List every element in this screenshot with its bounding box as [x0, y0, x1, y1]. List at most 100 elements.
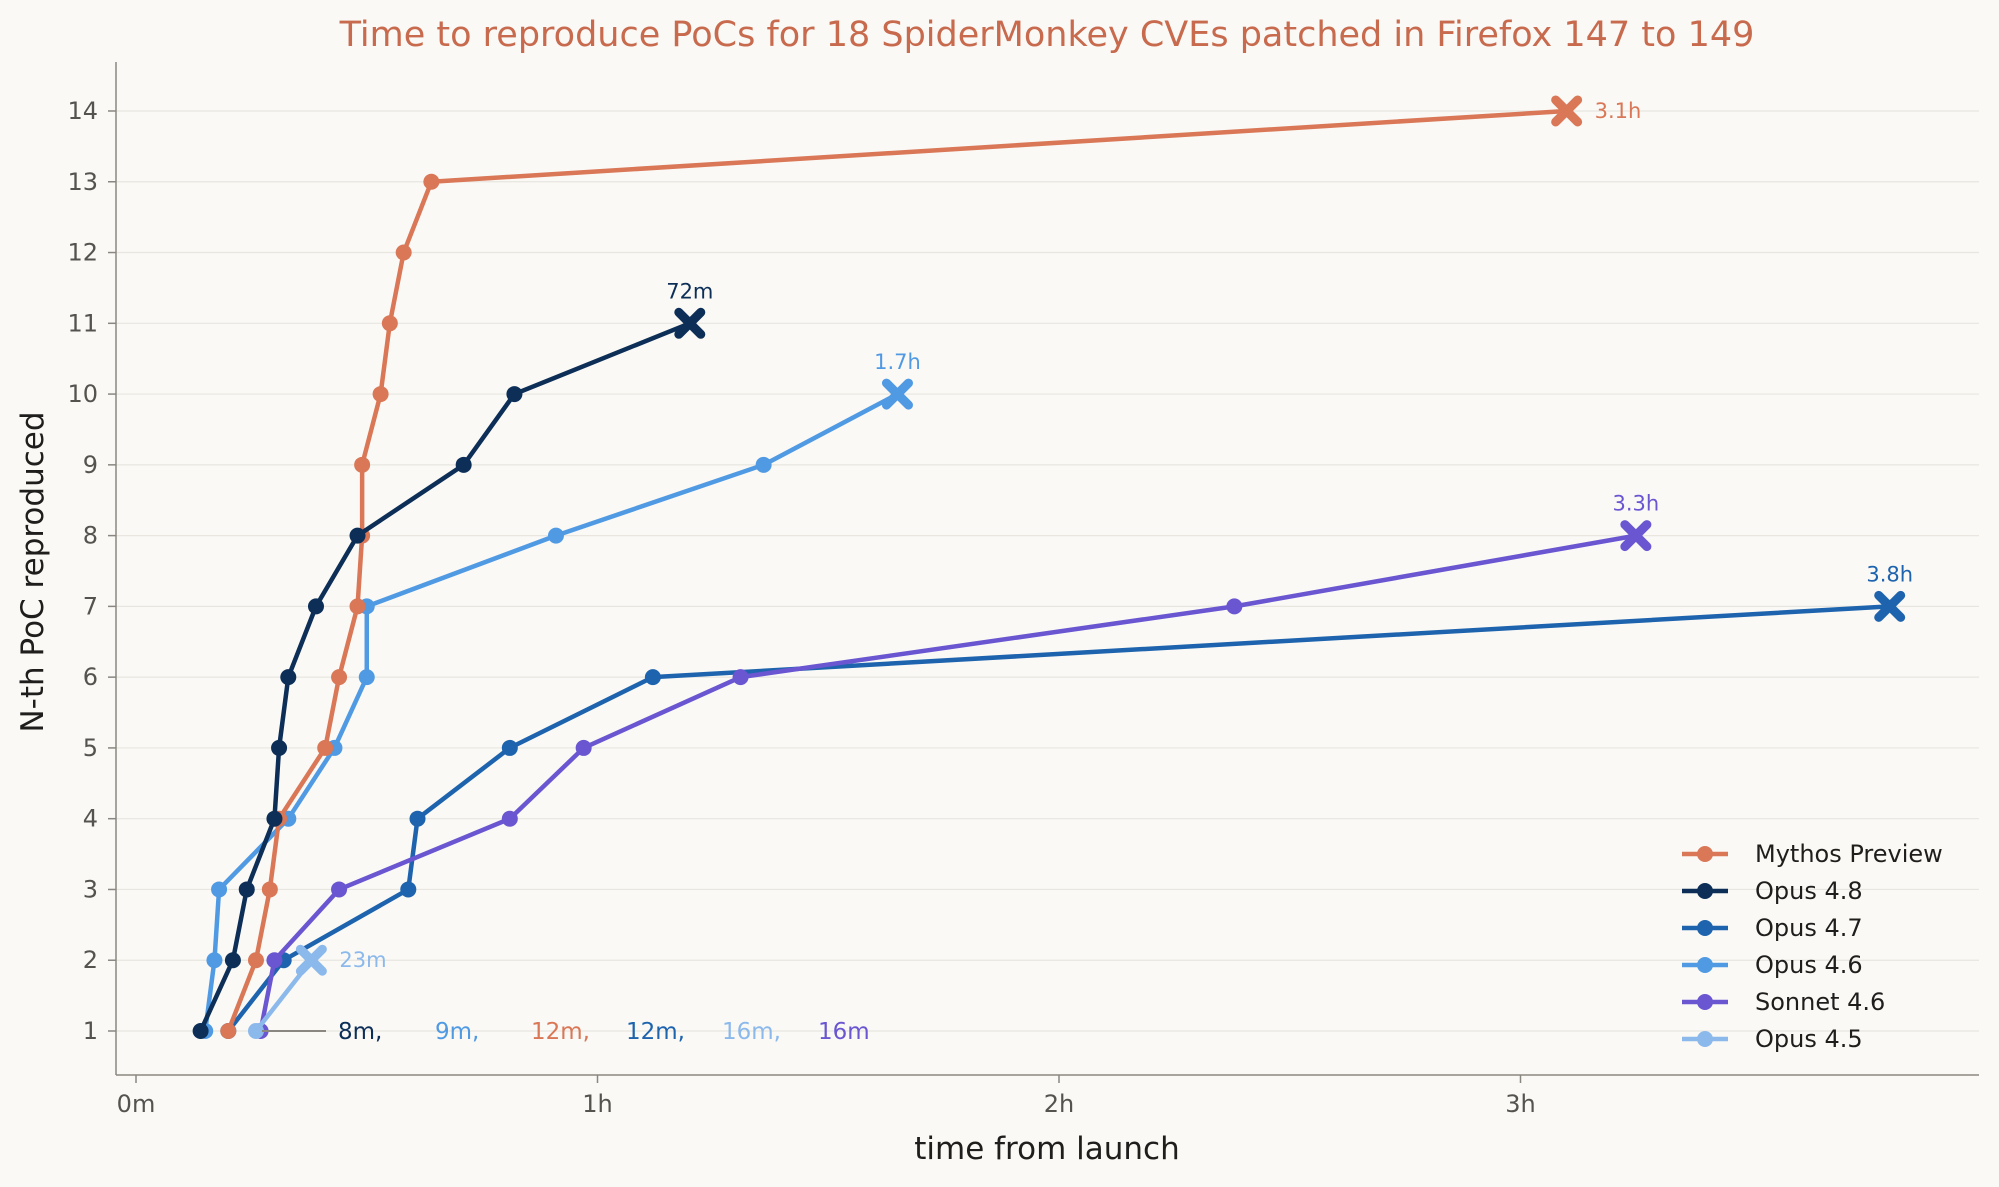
y-tick-label: 14: [67, 97, 98, 125]
y-tick-label: 3: [83, 875, 98, 903]
data-point: [354, 456, 371, 473]
data-point: [192, 1023, 209, 1039]
x-tick-label: 2h: [1044, 1090, 1074, 1118]
end-label: 23m: [339, 948, 386, 972]
series-line: [258, 533, 1637, 1032]
labels-layer: 3.1h 72m 1.7h 3.3h 3.8h 23m 8m, 9m, 12m, 12m, 16m,…: [262, 99, 1913, 1045]
data-point: [266, 810, 283, 827]
data-point: [1226, 598, 1243, 615]
y-tick-label: 12: [67, 239, 98, 267]
end-marker-stroke: [1551, 95, 1583, 127]
first-poc-label: 12m,: [626, 1019, 685, 1045]
legend-swatch-dot: [1697, 957, 1713, 973]
y-tick-label: 2: [83, 946, 98, 974]
legend-label: Opus 4.8: [1755, 877, 1863, 905]
data-point: [455, 456, 472, 473]
series-opus-4-8: [192, 307, 706, 1039]
series-mythos-preview: [220, 95, 1583, 1039]
end-marker: [881, 378, 913, 410]
end-marker: [1874, 590, 1906, 622]
data-point: [547, 527, 564, 544]
x-axis-title: time from launch: [914, 1131, 1179, 1167]
legend-item: Opus 4.8: [1682, 877, 1863, 905]
end-marker-stroke: [674, 307, 706, 339]
y-tick-label: 4: [83, 805, 98, 833]
legend-swatch-dot: [1697, 1031, 1713, 1047]
data-point: [247, 1023, 264, 1039]
y-tick-label: 9: [83, 451, 98, 479]
data-point: [381, 315, 398, 332]
end-label: 3.8h: [1866, 562, 1913, 586]
y-tick-label: 8: [83, 522, 98, 550]
legend-item: Opus 4.7: [1682, 914, 1863, 942]
legend: Mythos Preview Opus 4.8 Opus 4.7 Opus 4.6 So…: [1682, 840, 1943, 1053]
data-point: [211, 881, 228, 898]
data-point: [331, 669, 348, 686]
first-poc-label: 8m,: [338, 1019, 382, 1045]
legend-item: Sonnet 4.6: [1682, 988, 1885, 1016]
data-point: [331, 881, 348, 898]
data-point: [732, 669, 749, 686]
data-point: [409, 810, 426, 827]
data-point: [395, 244, 412, 261]
end-marker-stroke: [881, 378, 913, 410]
y-tick-label: 6: [83, 663, 98, 691]
data-point: [271, 739, 288, 756]
first-poc-label: 16m,: [722, 1019, 781, 1045]
x-tick-label: 3h: [1505, 1090, 1535, 1118]
legend-swatch-dot: [1697, 883, 1713, 899]
legend-item: Opus 4.5: [1682, 1025, 1863, 1053]
data-point: [575, 739, 592, 756]
y-tick-label: 10: [67, 380, 98, 408]
first-poc-label: 16m: [818, 1019, 870, 1045]
end-marker-stroke: [1620, 520, 1652, 552]
legend-swatch-dot: [1697, 846, 1713, 862]
data-point: [501, 739, 518, 756]
legend-swatch-dot: [1697, 920, 1713, 936]
data-point: [280, 669, 297, 686]
legend-label: Opus 4.5: [1755, 1025, 1863, 1053]
legend-label: Sonnet 4.6: [1755, 988, 1885, 1016]
legend-item: Mythos Preview: [1682, 840, 1943, 868]
legend-label: Mythos Preview: [1755, 840, 1943, 868]
data-point: [349, 598, 366, 615]
y-tick-label: 5: [83, 734, 98, 762]
data-point: [261, 881, 278, 898]
x-tick-label: 0m: [117, 1090, 156, 1118]
data-point: [372, 386, 389, 403]
legend-label: Opus 4.7: [1755, 914, 1863, 942]
series-line: [202, 392, 899, 1032]
data-point: [644, 669, 661, 686]
data-point: [247, 952, 264, 969]
end-label: 3.1h: [1595, 99, 1642, 123]
legend-swatch-dot: [1697, 994, 1713, 1010]
end-marker: [295, 944, 327, 976]
end-marker: [1551, 95, 1583, 127]
end-marker: [1620, 520, 1652, 552]
data-point: [238, 881, 255, 898]
data-point: [317, 739, 334, 756]
series-opus-4-6: [197, 378, 913, 1039]
data-point: [206, 952, 223, 969]
end-label: 3.3h: [1613, 492, 1660, 516]
chart-title: Time to reproduce PoCs for 18 SpiderMonk…: [339, 15, 1755, 55]
data-point: [506, 386, 523, 403]
data-point: [307, 598, 324, 615]
end-marker: [674, 307, 706, 339]
data-point: [400, 881, 417, 898]
y-axis-title: N-th PoC reproduced: [15, 411, 51, 732]
y-tick-label: 7: [83, 592, 98, 620]
legend-item: Opus 4.6: [1682, 951, 1863, 979]
series-opus-4-7: [220, 590, 1906, 1039]
end-marker-stroke: [1874, 590, 1906, 622]
data-point: [224, 952, 241, 969]
series-sonnet-4-6: [252, 520, 1652, 1039]
series-line: [226, 108, 1567, 1032]
series-opus-4-5: [247, 944, 327, 1039]
end-marker-stroke: [295, 944, 327, 976]
data-point: [349, 527, 366, 544]
end-label: 72m: [666, 279, 713, 303]
data-point: [220, 1023, 237, 1039]
